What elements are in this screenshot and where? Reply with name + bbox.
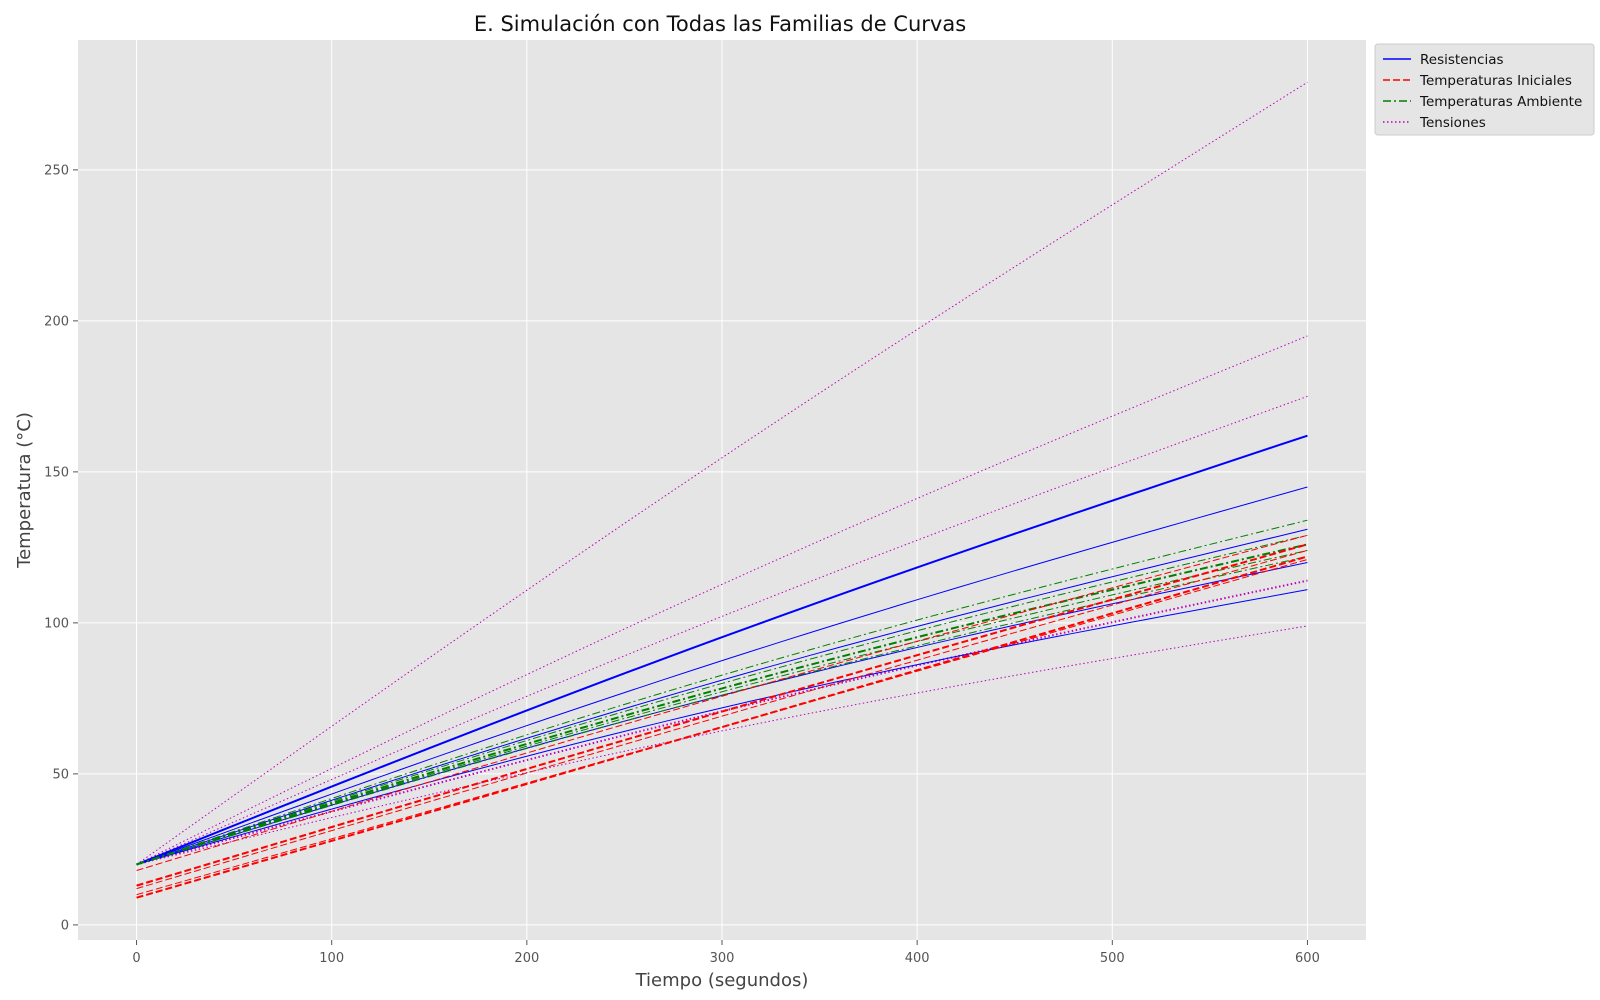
- legend-label: Tensiones: [1419, 115, 1486, 131]
- x-tick-label: 100: [319, 951, 344, 966]
- y-tick-label: 150: [44, 465, 69, 480]
- series-line-resistencias-9: [136, 589, 1308, 865]
- legend-label: Temperaturas Ambiente: [1419, 94, 1582, 110]
- y-tick-label: 50: [52, 767, 69, 782]
- series-line-temperaturas-ambiente-13: [136, 549, 1308, 865]
- series-line-temperaturas-iniciales-18: [136, 555, 1308, 899]
- axis-ticks: 0 100 200 300 400 500 600 0 50 100 150 200 250: [44, 163, 1320, 966]
- y-tick-label: 200: [44, 314, 69, 329]
- series-line-temperaturas-iniciales-17: [136, 549, 1308, 890]
- y-tick-label: 250: [44, 163, 69, 178]
- legend-label: Temperaturas Iniciales: [1419, 73, 1572, 89]
- grid: [78, 40, 1366, 940]
- chart-title: E. Simulación con Todas las Familias de …: [474, 12, 966, 36]
- series-line-temperaturas-iniciales-15: [136, 534, 1308, 872]
- series-line-temperaturas-ambiente-10: [136, 519, 1308, 865]
- series-line-tensiones-4: [136, 625, 1308, 865]
- series-line-temperaturas-iniciales-16: [136, 543, 1308, 887]
- series-line-resistencias-6: [136, 486, 1308, 865]
- series-line-tensiones-0: [136, 81, 1308, 865]
- x-tick-label: 200: [514, 951, 539, 966]
- series-line-tensiones-1: [136, 335, 1308, 865]
- y-axis-label: Temperatura (°C): [14, 412, 35, 569]
- series-line-resistencias-7: [136, 528, 1308, 865]
- x-axis-label: Tiempo (segundos): [635, 970, 809, 991]
- series-line-resistencias-5: [136, 434, 1308, 866]
- legend: Resistencias Temperaturas Iniciales Temper…: [1374, 43, 1595, 136]
- x-tick-label: 500: [1100, 951, 1125, 966]
- legend-box: [1374, 43, 1595, 136]
- legend-label: Resistencias: [1420, 52, 1504, 68]
- y-tick-label: 100: [44, 616, 69, 631]
- x-tick-label: 0: [132, 951, 140, 966]
- x-tick-label: 300: [710, 951, 735, 966]
- x-tick-label: 600: [1295, 951, 1320, 966]
- series-line-temperaturas-iniciales-19: [136, 558, 1308, 896]
- x-tick-label: 400: [905, 951, 930, 966]
- series-line-temperaturas-ambiente-12: [136, 543, 1308, 866]
- series-line-tensiones-2: [136, 395, 1308, 865]
- series-group: [136, 81, 1308, 899]
- y-tick-label: 0: [61, 918, 69, 933]
- series-line-temperaturas-ambiente-11: [136, 534, 1308, 865]
